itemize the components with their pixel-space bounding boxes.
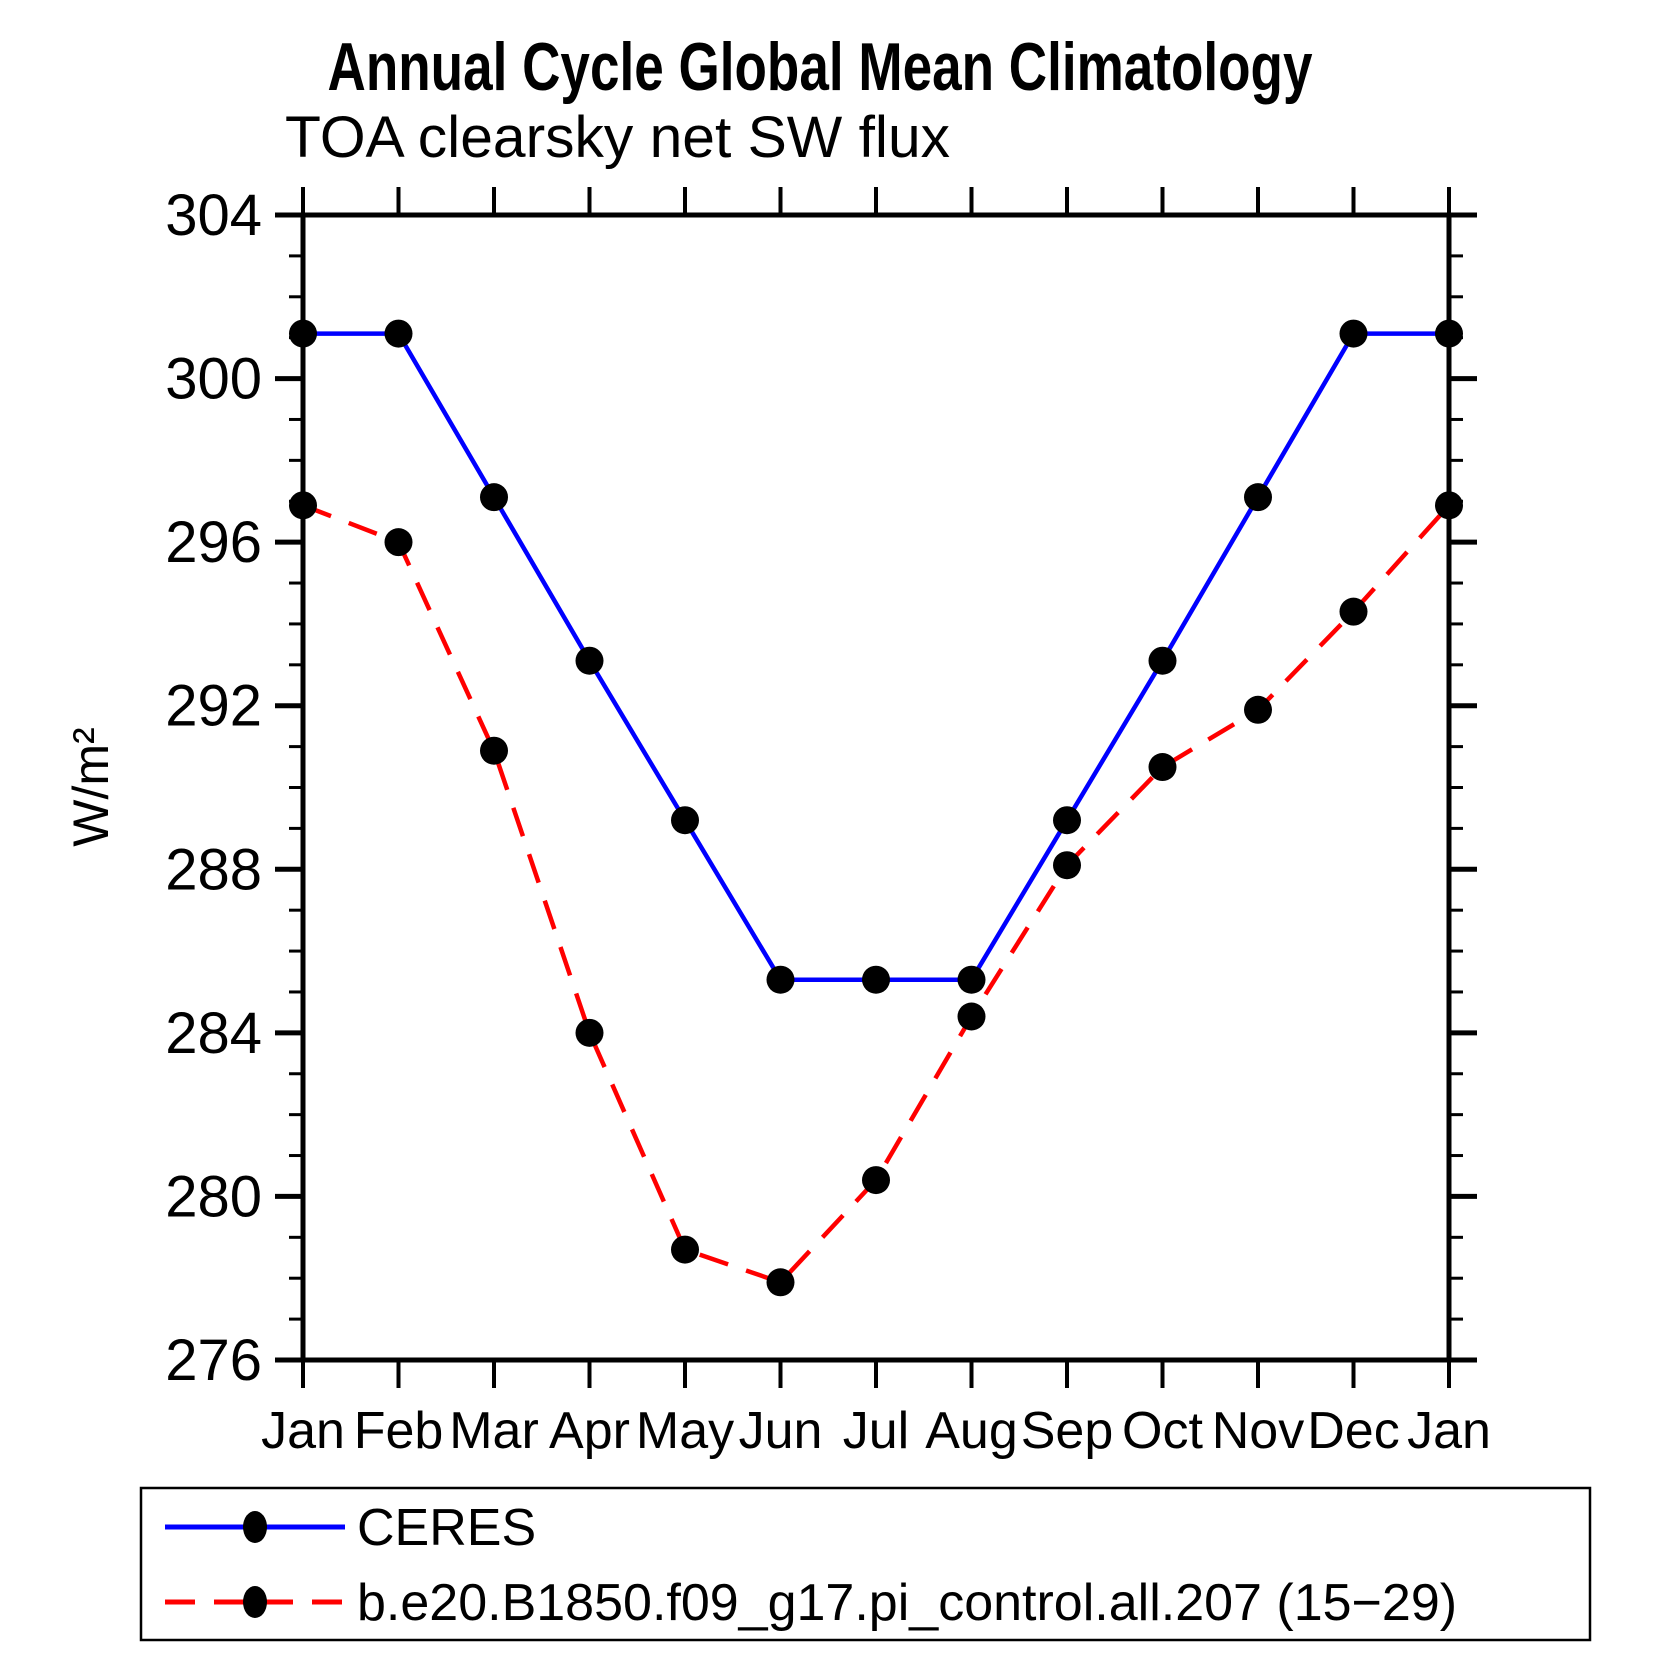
y-axis-tick-label: 304 bbox=[165, 183, 262, 248]
x-axis-tick-label: Jan bbox=[1407, 1402, 1491, 1460]
data-point-ceres-dec bbox=[1339, 319, 1368, 348]
data-point-ceres-jun bbox=[766, 965, 795, 994]
x-axis-tick-label: Sep bbox=[1021, 1402, 1114, 1460]
data-point-model-jan bbox=[289, 491, 317, 520]
x-axis-tick-label: Dec bbox=[1307, 1402, 1399, 1460]
chart-title: Annual Cycle Global Mean Climatology bbox=[328, 29, 1313, 105]
data-point-model-sep bbox=[1053, 851, 1081, 880]
x-axis-tick-label: Apr bbox=[549, 1402, 630, 1460]
data-point-ceres-jul bbox=[862, 965, 890, 994]
legend-marker-dot bbox=[243, 1511, 267, 1543]
y-axis-tick-label: 296 bbox=[165, 510, 262, 575]
legend-label-model: b.e20.B1850.f09_g17.pi_control.all.207 (… bbox=[357, 1574, 1457, 1632]
series-line-ceres bbox=[303, 331, 1449, 982]
legend: CERES b.e20.B1850.f09_g17.pi_control.all… bbox=[139, 1486, 1592, 1642]
data-point-ceres-jan bbox=[1435, 319, 1463, 348]
axis-ticks bbox=[275, 187, 1477, 1388]
y-axis-tick-label: 284 bbox=[165, 1001, 262, 1066]
data-point-model-jul bbox=[862, 1166, 890, 1195]
legend-box bbox=[139, 1486, 1592, 1642]
x-axis-tick-label: Mar bbox=[449, 1402, 539, 1460]
data-point-model-jan bbox=[1435, 491, 1463, 520]
data-series bbox=[289, 319, 1463, 1297]
data-point-ceres-nov bbox=[1244, 483, 1272, 512]
data-point-model-dec bbox=[1339, 597, 1368, 626]
legend-item-ceres: CERES bbox=[165, 1499, 536, 1557]
data-point-model-mar bbox=[480, 736, 508, 765]
data-point-ceres-aug bbox=[957, 965, 986, 994]
data-point-ceres-mar bbox=[480, 483, 508, 512]
x-axis-tick-label: Feb bbox=[354, 1402, 444, 1460]
y-axis-tick-label: 280 bbox=[165, 1164, 262, 1229]
y-axis-title: W/m² bbox=[63, 727, 119, 846]
y-axis-tick-label: 288 bbox=[165, 837, 262, 902]
x-axis-tick-label: Jun bbox=[739, 1402, 823, 1460]
legend-marker-dot bbox=[243, 1586, 267, 1618]
x-axis-tick-label: Jul bbox=[843, 1402, 909, 1460]
data-point-model-oct bbox=[1148, 753, 1177, 782]
series-line-model bbox=[302, 503, 1451, 1285]
data-point-ceres-may bbox=[671, 806, 699, 835]
data-point-model-may bbox=[671, 1235, 699, 1264]
y-axis-tick-label: 276 bbox=[165, 1328, 262, 1393]
x-axis-tick-label: Aug bbox=[925, 1402, 1018, 1460]
y-axis-tick-label: 300 bbox=[165, 347, 262, 412]
data-point-model-nov bbox=[1244, 695, 1272, 724]
x-axis-tick-label: Nov bbox=[1212, 1402, 1304, 1460]
data-point-ceres-sep bbox=[1053, 806, 1081, 835]
data-point-ceres-oct bbox=[1148, 646, 1177, 675]
data-point-model-jun bbox=[766, 1268, 795, 1297]
legend-label-ceres: CERES bbox=[357, 1499, 536, 1557]
legend-item-model: b.e20.B1850.f09_g17.pi_control.all.207 (… bbox=[165, 1574, 1457, 1632]
data-point-ceres-apr bbox=[575, 646, 604, 675]
y-axis-tick-labels: 276 280 284 288 292 296 300 304 bbox=[165, 183, 262, 1393]
data-point-ceres-feb bbox=[384, 319, 413, 348]
x-axis-tick-label: Jan bbox=[261, 1402, 345, 1460]
data-point-model-aug bbox=[957, 1002, 986, 1031]
chart-subtitle: TOA clearsky net SW flux bbox=[285, 105, 950, 170]
x-axis-tick-label: Oct bbox=[1122, 1402, 1203, 1460]
y-axis-tick-label: 292 bbox=[165, 674, 262, 739]
x-axis-tick-label: May bbox=[636, 1402, 734, 1460]
data-point-model-apr bbox=[575, 1018, 604, 1047]
data-point-model-feb bbox=[384, 528, 413, 557]
data-point-ceres-jan bbox=[289, 319, 317, 348]
x-axis-tick-labels: Jan Feb Mar Apr May Jun Jul Aug Sep Oct Nov Dec Jan bbox=[261, 1402, 1491, 1460]
